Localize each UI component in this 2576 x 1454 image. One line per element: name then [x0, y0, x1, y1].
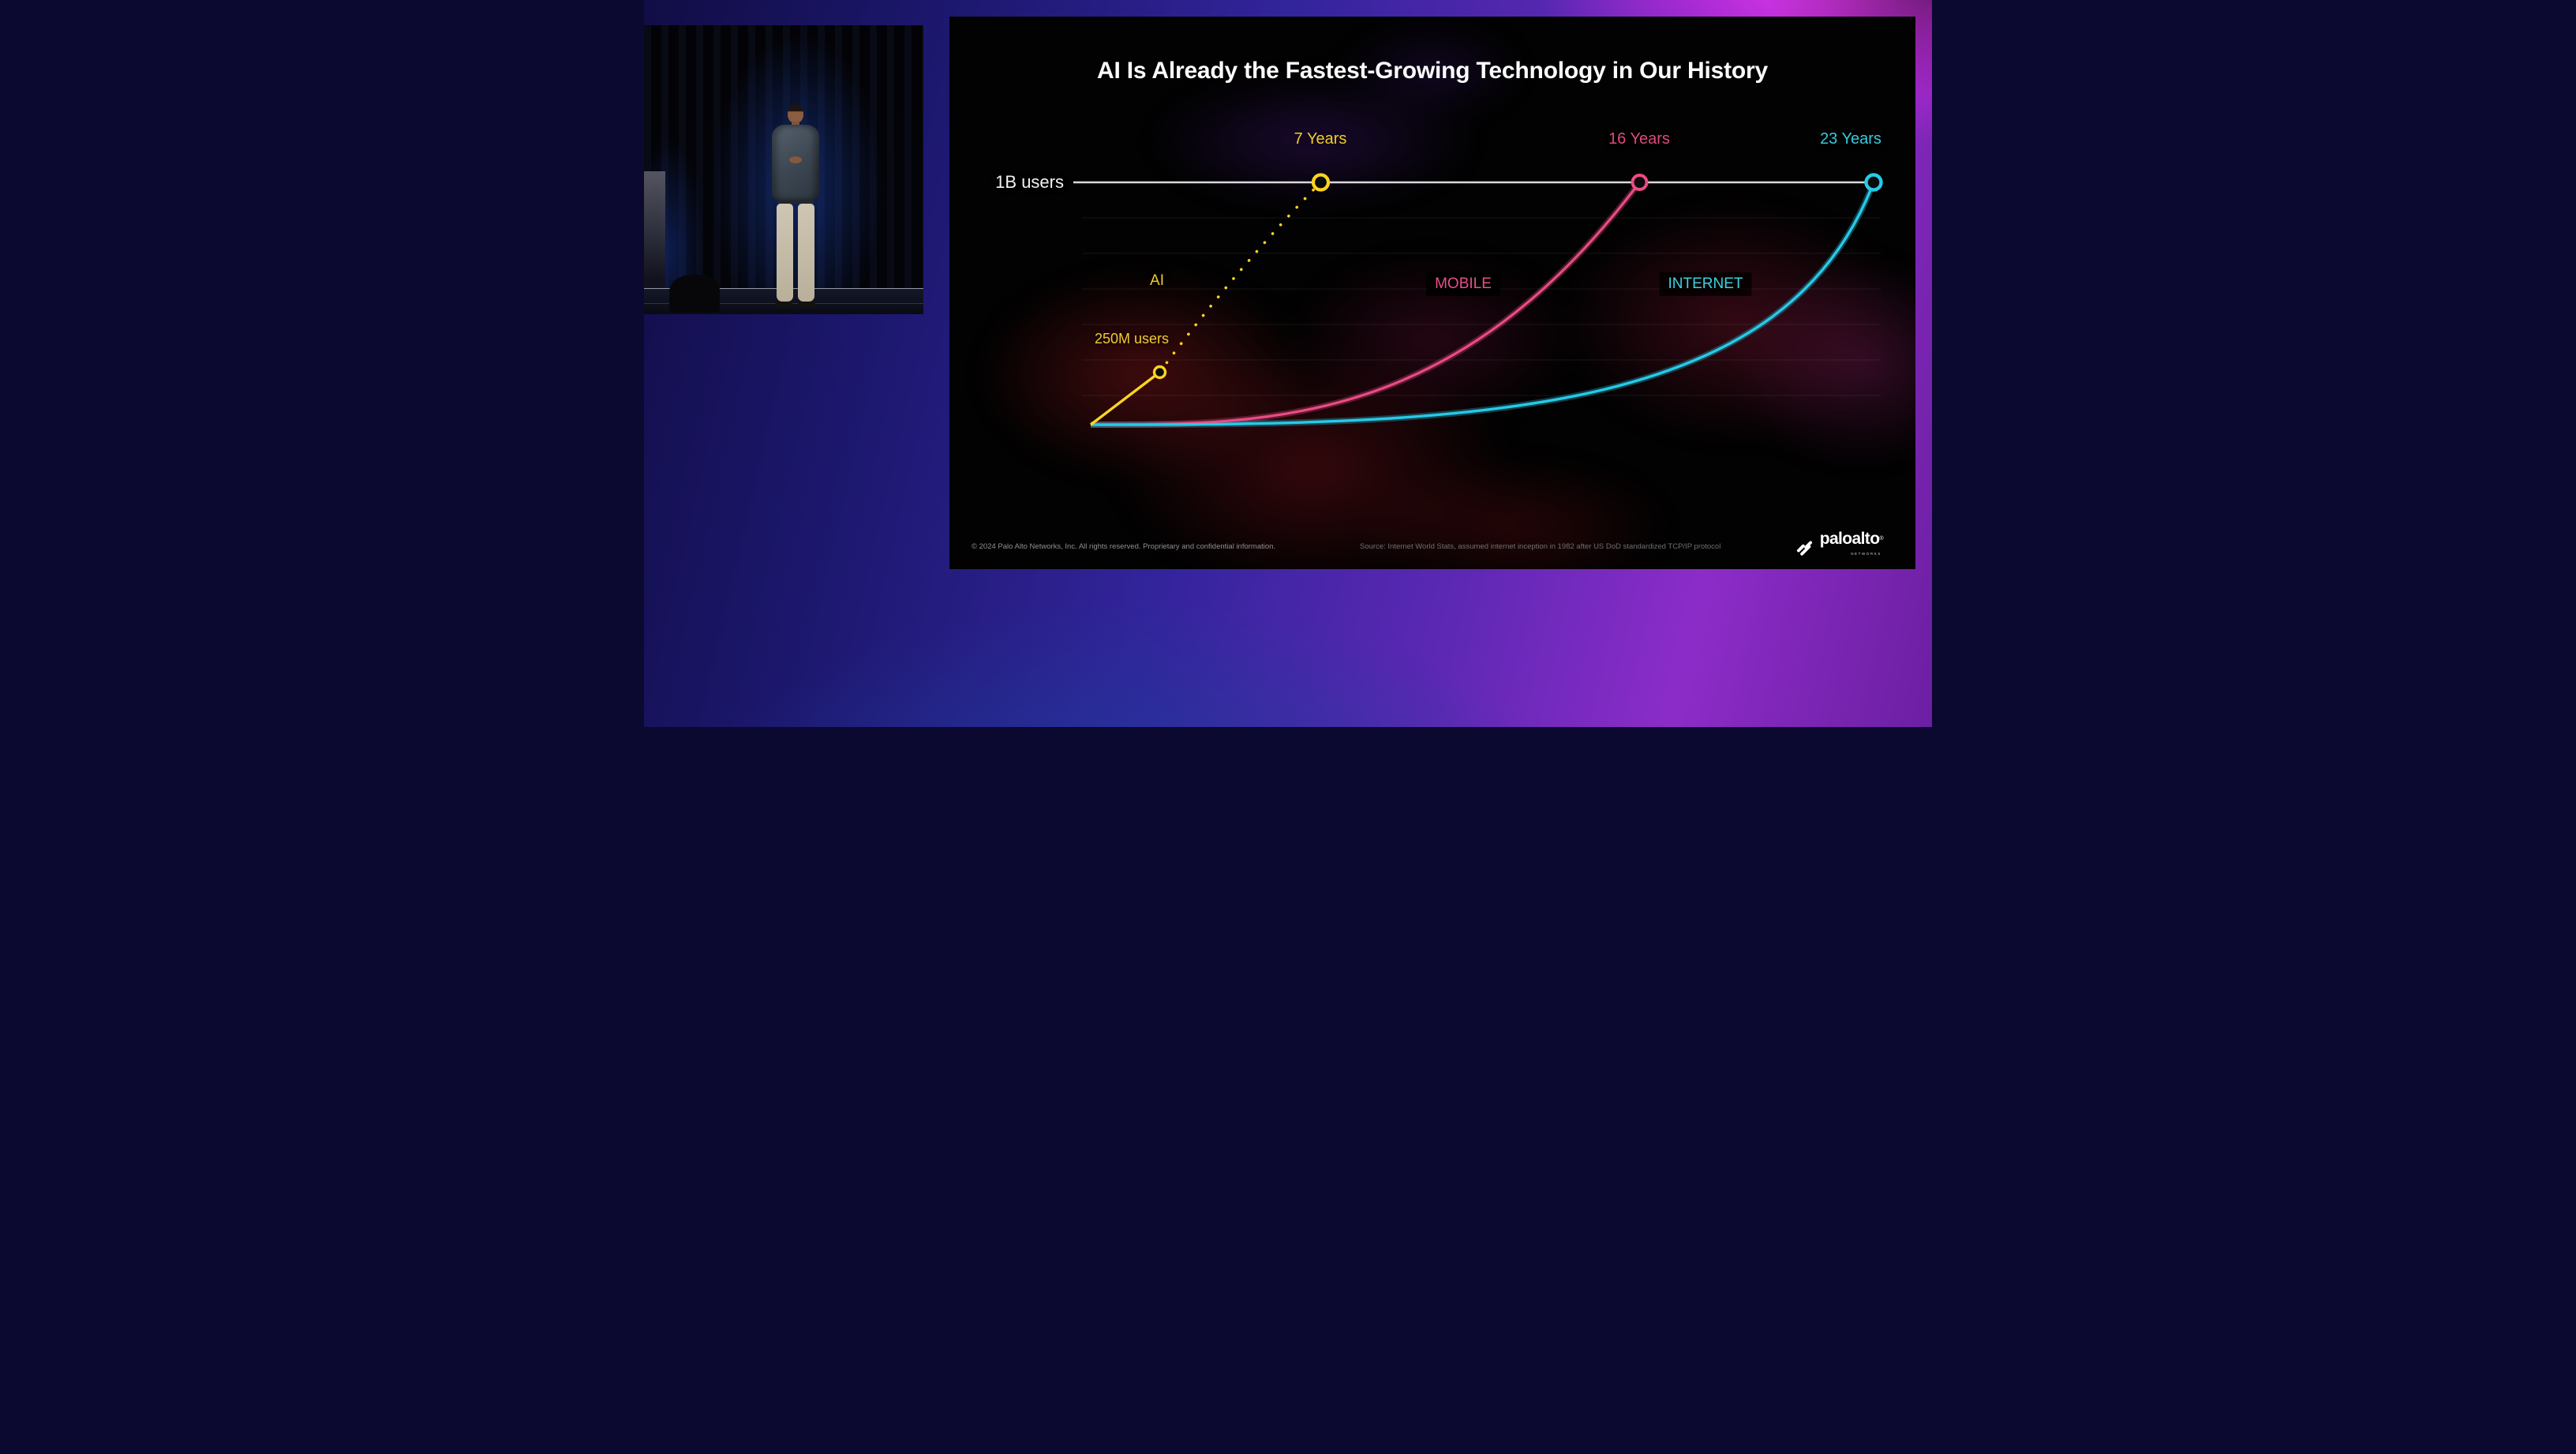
- mobile-curve-glow: [1090, 180, 1642, 428]
- speaker-pants: [777, 204, 814, 302]
- speaker-shoe: [775, 302, 793, 307]
- speaker-figure: [769, 104, 822, 311]
- ai-250m-marker: [1152, 365, 1167, 380]
- footer-source: Source: Internet World Stats, assumed in…: [1360, 542, 1721, 551]
- growth-line-chart: [1073, 173, 1883, 429]
- slide-panel: AI Is Already the Fastest-Growing Techno…: [949, 17, 1915, 569]
- ai-years-label: 7 Years: [1294, 130, 1347, 148]
- footer-copyright: © 2024 Palo Alto Networks, Inc. All righ…: [972, 542, 1276, 551]
- speaker-leg: [798, 204, 814, 302]
- speaker-belt: [777, 200, 814, 204]
- ai-1b-marker: [1311, 173, 1331, 192]
- mobile-curve: [1090, 182, 1641, 426]
- paloalto-logo: paloalto® NETWORKS: [1794, 530, 1884, 562]
- mobile-1b-marker: [1631, 174, 1649, 191]
- internet-series-label: INTERNET: [1659, 272, 1752, 296]
- ai-milestone-label: 250M users: [1094, 331, 1170, 347]
- chart-gridlines: [1082, 217, 1881, 396]
- internet-1b-marker: [1864, 173, 1883, 192]
- internet-curve: [1090, 182, 1875, 426]
- internet-years-label: 23 Years: [1820, 130, 1881, 148]
- slide-title: AI Is Already the Fastest-Growing Techno…: [1097, 58, 1768, 84]
- speaker-hands: [789, 156, 802, 163]
- mobile-series-label: MOBILE: [1426, 272, 1500, 296]
- paloalto-logo-icon: [1796, 541, 1812, 556]
- ai-series-label: AI: [1150, 272, 1164, 289]
- ai-curve-solid: [1089, 371, 1161, 426]
- paloalto-networks-label: NETWORKS: [1851, 552, 1881, 556]
- internet-curve-glow: [1090, 181, 1877, 429]
- speaker-video: [644, 25, 923, 314]
- speaker-neck: [792, 122, 799, 126]
- livestream-page: AI Is Already the Fastest-Growing Techno…: [644, 0, 1932, 727]
- paloalto-wordmark: paloalto: [1819, 530, 1880, 548]
- speaker-head: [788, 104, 803, 123]
- speaker-shoe: [798, 302, 816, 307]
- ai-curve-dotted: [1158, 181, 1323, 374]
- mobile-years-label: 16 Years: [1608, 130, 1670, 148]
- stage-screen-edge: [644, 171, 665, 291]
- speaker-leg: [777, 204, 793, 302]
- registered-mark: ®: [1879, 536, 1883, 542]
- stage-foreground-object: [669, 275, 720, 313]
- reference-line-label: 1B users: [995, 172, 1064, 192]
